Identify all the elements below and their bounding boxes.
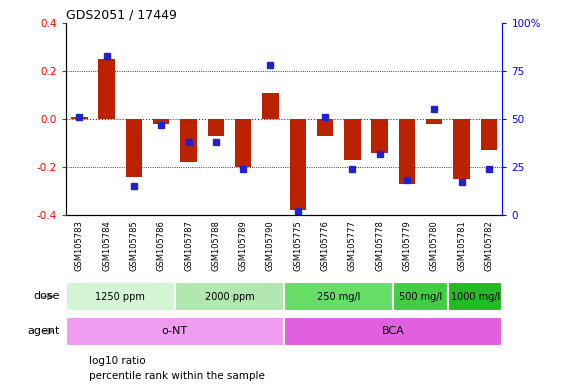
Text: agent: agent — [27, 326, 60, 336]
Text: GSM105778: GSM105778 — [375, 220, 384, 271]
Bar — [448, 282, 502, 311]
Bar — [481, 119, 497, 150]
Bar — [98, 59, 115, 119]
Bar — [180, 119, 196, 162]
Text: o-NT: o-NT — [162, 326, 188, 336]
Bar — [71, 117, 87, 119]
Bar — [66, 316, 284, 346]
Text: dose: dose — [34, 291, 60, 301]
Bar — [344, 119, 360, 160]
Text: GSM105785: GSM105785 — [130, 220, 138, 271]
Text: GSM105777: GSM105777 — [348, 220, 357, 271]
Text: GSM105776: GSM105776 — [320, 220, 329, 271]
Text: GSM105783: GSM105783 — [75, 220, 84, 271]
Bar — [393, 282, 448, 311]
Text: 250 mg/l: 250 mg/l — [317, 291, 360, 302]
Text: GSM105786: GSM105786 — [156, 220, 166, 271]
Text: GSM105789: GSM105789 — [239, 220, 248, 271]
Bar — [175, 282, 284, 311]
Text: GSM105779: GSM105779 — [403, 220, 412, 271]
Text: GSM105790: GSM105790 — [266, 220, 275, 271]
Bar — [235, 119, 251, 167]
Bar — [284, 282, 393, 311]
Bar — [126, 119, 142, 177]
Text: GSM105775: GSM105775 — [293, 220, 302, 271]
Text: BCA: BCA — [382, 326, 405, 336]
Bar — [208, 119, 224, 136]
Text: percentile rank within the sample: percentile rank within the sample — [89, 371, 264, 381]
Bar — [289, 119, 306, 210]
Bar — [284, 316, 502, 346]
Bar — [317, 119, 333, 136]
Text: GSM105788: GSM105788 — [211, 220, 220, 271]
Text: GSM105787: GSM105787 — [184, 220, 193, 271]
Text: 2000 ppm: 2000 ppm — [204, 291, 254, 302]
Text: 1250 ppm: 1250 ppm — [95, 291, 145, 302]
Text: log10 ratio: log10 ratio — [89, 356, 145, 366]
Text: GDS2051 / 17449: GDS2051 / 17449 — [66, 9, 176, 22]
Bar — [371, 119, 388, 153]
Text: 1000 mg/l: 1000 mg/l — [451, 291, 500, 302]
Bar — [426, 119, 443, 124]
Text: GSM105780: GSM105780 — [430, 220, 439, 271]
Text: GSM105782: GSM105782 — [484, 220, 493, 271]
Bar — [399, 119, 415, 184]
Bar — [453, 119, 470, 179]
Bar — [66, 282, 175, 311]
Text: GSM105781: GSM105781 — [457, 220, 466, 271]
Text: 500 mg/l: 500 mg/l — [399, 291, 442, 302]
Bar — [153, 119, 170, 124]
Text: GSM105784: GSM105784 — [102, 220, 111, 271]
Bar — [262, 93, 279, 119]
